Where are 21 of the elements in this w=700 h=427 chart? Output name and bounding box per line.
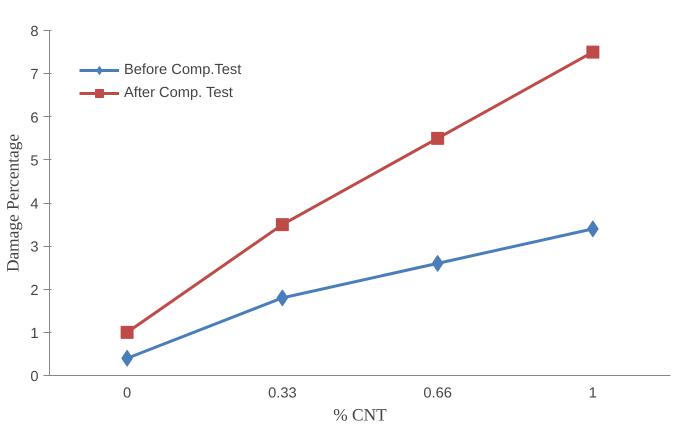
y-tick-label: 0: [30, 369, 39, 385]
point: [276, 218, 289, 232]
y-tick-label: 8: [30, 24, 39, 40]
point: [120, 326, 134, 339]
x-tick-label: 1: [588, 386, 597, 402]
x-axis-title: % CNT: [333, 406, 388, 424]
y-tick-label: 6: [30, 110, 39, 126]
y-axis-title: Damage Percentage: [3, 134, 22, 272]
x-tick-label: 0: [123, 386, 132, 402]
x-tick-label: 0.33: [268, 386, 297, 402]
y-tick-label: 1: [30, 326, 39, 342]
legend-label: Before Comp.Test: [124, 62, 242, 78]
y-tick-label: 2: [30, 282, 39, 299]
y-tick-label: 7: [30, 67, 39, 84]
x-tick-label: 0.66: [423, 386, 452, 402]
point: [586, 46, 600, 59]
point: [431, 132, 444, 145]
y-tick-label: 4: [30, 196, 39, 212]
y-tick-label: 5: [30, 153, 39, 170]
y-tick-label: 3: [30, 240, 39, 256]
legend-label: After Comp. Test: [124, 85, 233, 101]
